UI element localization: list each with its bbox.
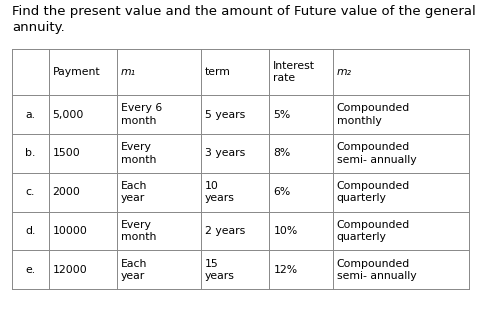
Text: 12000: 12000 <box>52 265 87 275</box>
Text: Every
month: Every month <box>120 220 156 242</box>
Text: 2 years: 2 years <box>204 226 244 236</box>
Text: 12%: 12% <box>273 265 297 275</box>
Text: 6%: 6% <box>273 187 290 197</box>
Text: 10000: 10000 <box>52 226 87 236</box>
Text: b.: b. <box>25 149 36 158</box>
Text: 5,000: 5,000 <box>52 110 84 120</box>
Text: 5 years: 5 years <box>204 110 244 120</box>
Text: Compounded
semi- annually: Compounded semi- annually <box>336 258 416 281</box>
Text: Payment: Payment <box>52 67 100 77</box>
Text: d.: d. <box>25 226 36 236</box>
Text: term: term <box>204 67 230 77</box>
Text: Every
month: Every month <box>120 142 156 165</box>
Text: 1500: 1500 <box>52 149 80 158</box>
Text: Compounded
monthly: Compounded monthly <box>336 103 409 126</box>
Text: 8%: 8% <box>273 149 290 158</box>
Text: Each
year: Each year <box>120 181 147 204</box>
Text: Find the present value and the amount of Future value of the general
annuity.: Find the present value and the amount of… <box>12 5 475 34</box>
Text: Each
year: Each year <box>120 258 147 281</box>
Text: 2000: 2000 <box>52 187 80 197</box>
Text: a.: a. <box>25 110 35 120</box>
Text: Every 6
month: Every 6 month <box>120 103 162 126</box>
Text: m₁: m₁ <box>120 67 136 77</box>
Text: 15
years: 15 years <box>204 258 234 281</box>
Text: c.: c. <box>25 187 35 197</box>
Text: Compounded
quarterly: Compounded quarterly <box>336 181 409 204</box>
Text: Interest
rate: Interest rate <box>273 61 314 83</box>
Text: Compounded
semi- annually: Compounded semi- annually <box>336 142 416 165</box>
Text: Compounded
quarterly: Compounded quarterly <box>336 220 409 242</box>
Text: 10
years: 10 years <box>204 181 234 204</box>
Text: 5%: 5% <box>273 110 290 120</box>
Text: 3 years: 3 years <box>204 149 244 158</box>
Text: e.: e. <box>25 265 36 275</box>
Text: m₂: m₂ <box>336 67 351 77</box>
Text: 10%: 10% <box>273 226 297 236</box>
